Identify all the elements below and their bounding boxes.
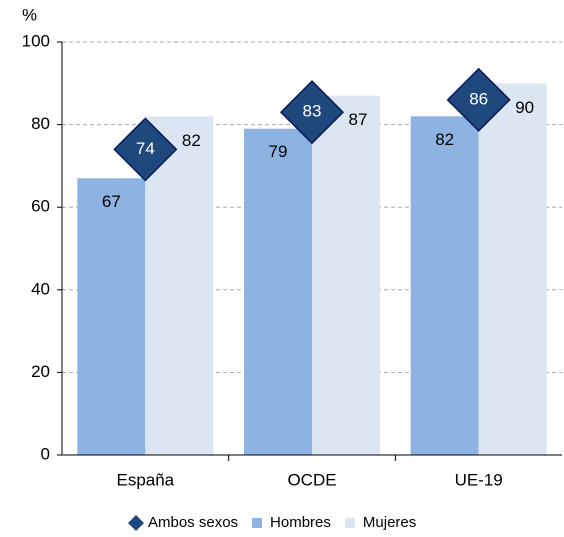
data-label: 82 bbox=[435, 130, 454, 149]
y-tick-label: 80 bbox=[31, 114, 50, 133]
data-label: 82 bbox=[182, 131, 201, 150]
data-label: 83 bbox=[303, 102, 322, 121]
bar bbox=[410, 116, 479, 455]
bar bbox=[77, 178, 146, 456]
y-tick-label: 100 bbox=[22, 31, 50, 50]
diamond-marker bbox=[446, 67, 511, 132]
x-tick-label: OCDE bbox=[287, 470, 336, 489]
data-label: 79 bbox=[269, 142, 288, 161]
legend-label: Mujeres bbox=[363, 514, 416, 531]
y-tick-label: 20 bbox=[31, 362, 50, 381]
bar bbox=[145, 116, 214, 455]
data-label: 87 bbox=[349, 110, 368, 129]
bar bbox=[478, 83, 547, 456]
legend-swatch bbox=[344, 518, 355, 528]
legend-label: Hombres bbox=[270, 514, 331, 531]
y-axis-label: % bbox=[22, 5, 37, 24]
data-label: 67 bbox=[102, 192, 121, 211]
y-tick-label: 60 bbox=[31, 197, 50, 216]
legend-swatch bbox=[252, 518, 263, 528]
bar bbox=[312, 95, 380, 455]
legend-swatch bbox=[128, 515, 144, 531]
x-tick-label: España bbox=[116, 470, 174, 489]
data-label: 86 bbox=[469, 89, 488, 108]
diamond-marker bbox=[113, 117, 178, 182]
data-label: 90 bbox=[515, 98, 534, 117]
y-tick-label: 0 bbox=[41, 444, 50, 463]
y-tick-label: 40 bbox=[31, 279, 50, 298]
legend-label: Ambos sexos bbox=[148, 514, 238, 531]
bar bbox=[244, 128, 312, 456]
diamond-marker bbox=[279, 80, 345, 145]
x-tick-label: UE-19 bbox=[455, 470, 503, 489]
data-label: 74 bbox=[136, 139, 155, 158]
